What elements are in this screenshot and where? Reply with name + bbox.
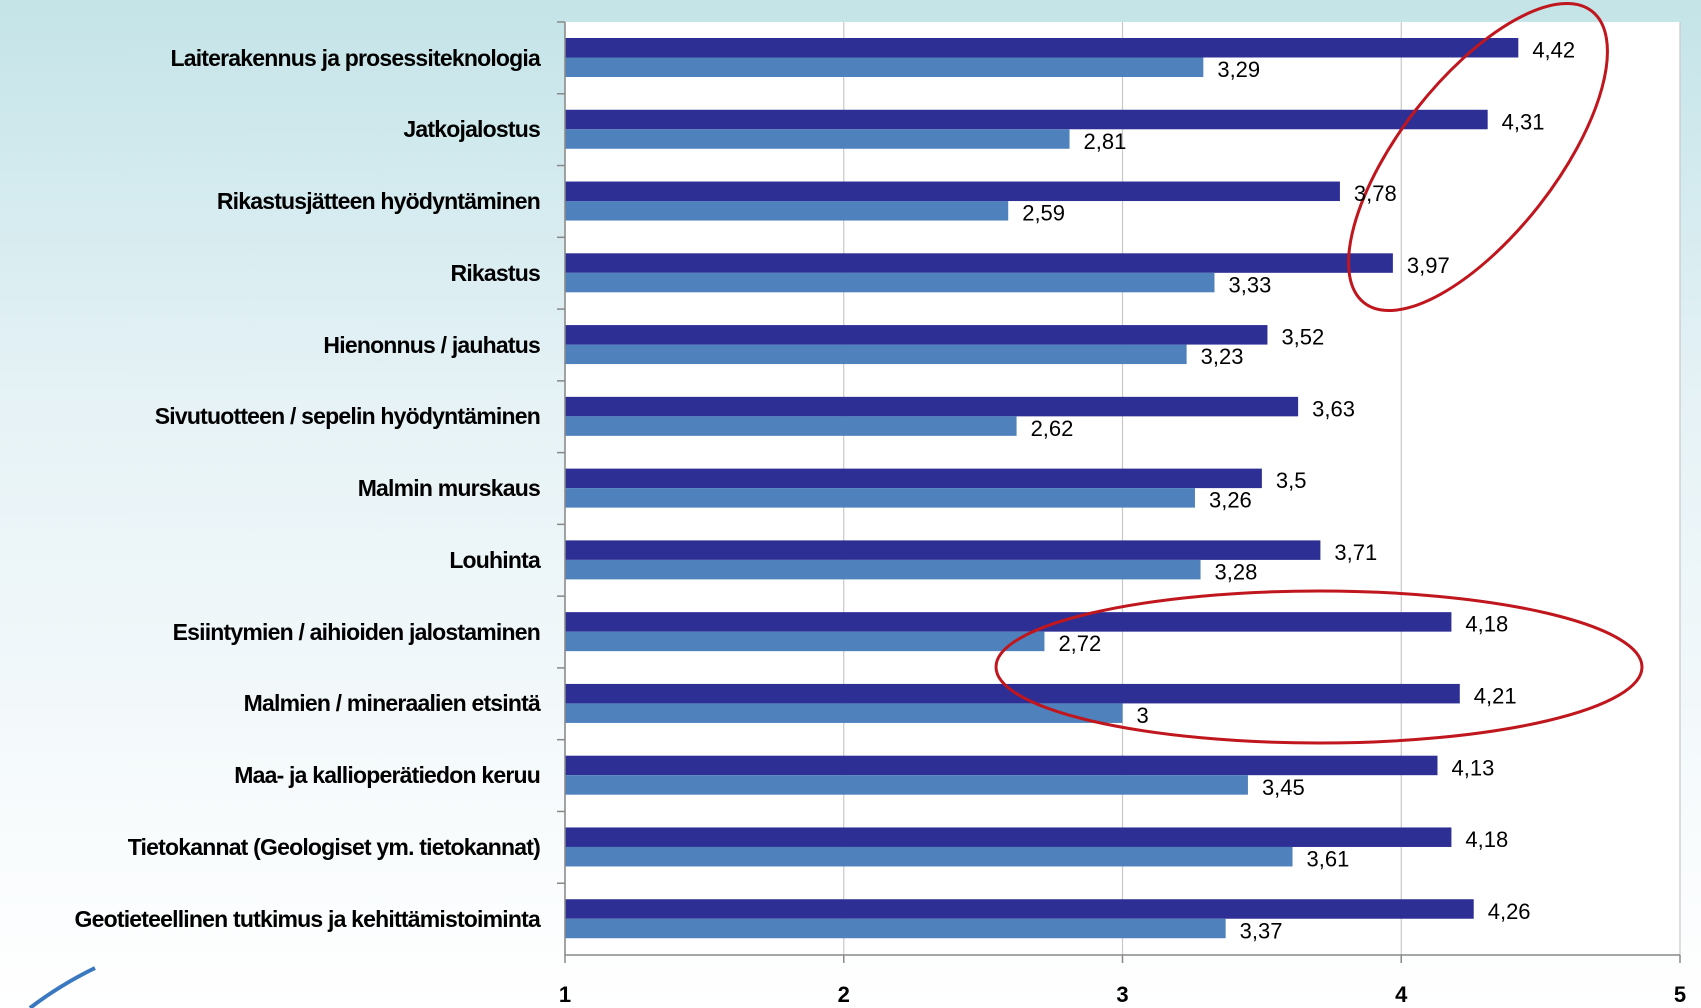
bar <box>565 38 1519 58</box>
value-label: 3,37 <box>1240 918 1283 943</box>
bar <box>565 612 1452 632</box>
bar <box>565 827 1452 847</box>
bar <box>565 109 1488 130</box>
value-label: 4,26 <box>1488 899 1531 924</box>
category-label: Sivutuotteen / sepelin hyödyntäminen <box>154 403 541 430</box>
x-tick-label: 4 <box>1395 982 1408 1007</box>
value-label: 4,21 <box>1474 683 1517 708</box>
bars <box>565 38 1519 939</box>
value-label: 3,61 <box>1307 847 1350 872</box>
bar <box>565 416 1017 436</box>
highlight-ellipse <box>994 589 1644 745</box>
bar <box>565 899 1474 919</box>
value-label: 2,81 <box>1084 129 1127 154</box>
x-tick-label: 2 <box>838 982 850 1007</box>
value-label: 3,71 <box>1334 540 1377 565</box>
logo-fragment <box>28 966 96 1008</box>
category-label: Tietokannat (Geologiset ym. tietokannat) <box>127 833 541 860</box>
value-label: 3,45 <box>1262 775 1305 800</box>
value-label: 3 <box>1137 703 1149 728</box>
value-label: 2,59 <box>1022 201 1065 226</box>
value-label: 2,72 <box>1058 631 1101 656</box>
category-label: Malmien / mineraalien etsintä <box>243 690 541 717</box>
bar <box>565 325 1268 345</box>
value-label: 4,13 <box>1451 755 1494 780</box>
value-label: 3,33 <box>1228 272 1271 297</box>
value-label: 3,52 <box>1281 325 1324 350</box>
bar <box>565 272 1215 293</box>
category-label: Laiterakennus ja prosessiteknologia <box>170 44 540 71</box>
value-label: 2,62 <box>1031 416 1074 441</box>
bar <box>565 703 1123 723</box>
category-label: Esiintymien / aihioiden jalostaminen <box>172 618 541 645</box>
bar <box>565 396 1299 417</box>
value-label: 4,31 <box>1502 109 1545 134</box>
x-tick-label: 1 <box>559 982 571 1007</box>
highlight-ellipse <box>1347 2 1609 312</box>
bar <box>565 344 1187 365</box>
value-label: 3,29 <box>1217 57 1260 82</box>
category-label: Geotieteellinen tutkimus ja kehittämisto… <box>74 905 541 932</box>
bar <box>565 129 1070 149</box>
value-label: 3,28 <box>1215 559 1258 584</box>
value-label: 3,63 <box>1312 396 1355 421</box>
bar <box>565 57 1204 77</box>
category-label: Maa- ja kallioperätiedon keruu <box>234 762 541 789</box>
value-label: 3,26 <box>1209 488 1252 513</box>
bar <box>565 540 1321 560</box>
value-label: 3,97 <box>1407 253 1450 278</box>
bar <box>565 488 1195 508</box>
bar <box>565 468 1262 489</box>
value-label: 4,42 <box>1532 38 1575 63</box>
category-label: Hienonnus / jauhatus <box>323 331 540 358</box>
bar <box>565 775 1248 795</box>
bar <box>565 755 1438 776</box>
bar <box>565 181 1340 202</box>
bar <box>565 683 1460 704</box>
value-label: 4,18 <box>1465 612 1508 637</box>
category-label: Rikastus <box>450 259 541 286</box>
value-label: 3,23 <box>1201 344 1244 369</box>
bar <box>565 559 1201 580</box>
category-label: Rikastusjätteen hyödyntäminen <box>216 188 541 215</box>
category-label: Louhinta <box>449 546 540 573</box>
category-label: Jatkojalostus <box>403 116 540 143</box>
category-label: Malmin murskaus <box>357 475 541 502</box>
value-label: 3,78 <box>1354 181 1397 206</box>
bar <box>565 631 1045 652</box>
value-label: 3,5 <box>1276 468 1307 493</box>
x-tick-label: 3 <box>1116 982 1128 1007</box>
bar <box>565 846 1293 867</box>
bar <box>565 918 1226 939</box>
x-tick-label: 5 <box>1674 982 1686 1007</box>
bar <box>565 253 1393 273</box>
value-label: 4,18 <box>1465 827 1508 852</box>
bar <box>565 201 1009 221</box>
